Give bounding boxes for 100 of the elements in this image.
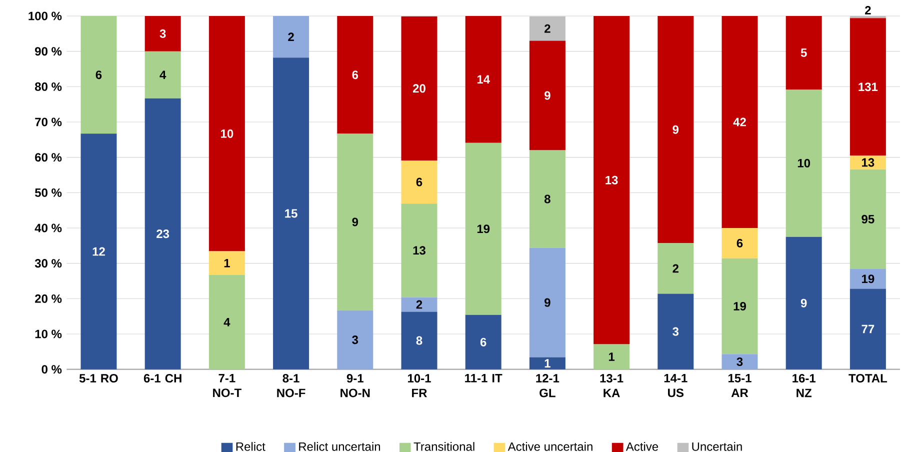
annotation: 2 xyxy=(544,24,550,33)
bar xyxy=(594,344,630,370)
bar xyxy=(465,314,502,370)
y-tick-label: 30 % xyxy=(34,259,62,268)
text: 2 xyxy=(865,6,871,14)
bar xyxy=(208,274,245,370)
annotation: 4 xyxy=(160,70,166,79)
annotation: 2 xyxy=(672,264,678,273)
bar xyxy=(658,243,694,294)
annotation: 20 xyxy=(412,84,426,93)
bar xyxy=(208,251,245,275)
annotation: 19 xyxy=(477,224,490,234)
bar xyxy=(722,354,758,370)
bar xyxy=(273,58,310,370)
bar xyxy=(337,16,374,134)
y-tick-label: 70 % xyxy=(35,118,62,126)
annotation: 9 xyxy=(544,91,550,100)
legend-label: Uncertain xyxy=(692,442,742,451)
bar xyxy=(786,89,822,237)
bar xyxy=(273,16,310,58)
x-tick-label: 13-1 KA xyxy=(600,374,624,398)
bar xyxy=(401,204,438,298)
annotation: 1 xyxy=(608,352,615,361)
bar xyxy=(465,142,502,315)
annotation: 12 xyxy=(92,247,105,256)
annotation: 15 xyxy=(285,209,298,218)
x-tick-label: 10-1 FR xyxy=(408,374,431,398)
bar xyxy=(786,16,822,90)
bar xyxy=(80,134,117,370)
annotation: 9 xyxy=(352,218,358,226)
legend-label: Transitional xyxy=(414,442,474,451)
bar xyxy=(529,357,566,370)
x-tick-label: 12-1 GL xyxy=(536,374,560,398)
bar xyxy=(850,16,886,18)
annotation: 6 xyxy=(416,178,422,186)
y-tick-label: 50 % xyxy=(34,188,62,197)
bar xyxy=(465,16,502,143)
annotation: 13 xyxy=(413,246,426,255)
annotation: 9 xyxy=(672,125,679,134)
x-tick-label: 6-1 CH xyxy=(144,374,182,383)
bar xyxy=(722,258,758,354)
annotation: 10 xyxy=(221,129,234,138)
x-tick-label: 15-1 AR xyxy=(728,374,752,397)
bar xyxy=(722,16,758,228)
bar xyxy=(850,288,886,370)
annotation: 6 xyxy=(736,238,743,248)
bar xyxy=(401,160,438,204)
bar xyxy=(80,16,117,134)
annotation: 6 xyxy=(352,70,358,80)
bar xyxy=(850,156,886,170)
bar xyxy=(401,16,438,160)
y-tick-label: 80 % xyxy=(34,82,62,91)
annotation: 131 xyxy=(858,82,878,92)
bar xyxy=(144,98,181,370)
annotation: 14 xyxy=(477,75,490,84)
annotation: 9 xyxy=(544,298,550,307)
y-tick-label: 100 % xyxy=(28,12,62,20)
annotation: 3 xyxy=(672,327,679,336)
annotation: 4 xyxy=(224,318,230,326)
annotation: 19 xyxy=(862,274,874,284)
x-tick-label: TOTAL xyxy=(848,374,888,383)
y-tick-label: 10 % xyxy=(35,330,62,338)
bar xyxy=(594,16,630,344)
legend-label: Relict xyxy=(236,442,266,451)
bar xyxy=(786,236,822,370)
annotation: 19 xyxy=(734,302,746,311)
annotation: 3 xyxy=(736,357,743,366)
y-tick-label: 40 % xyxy=(34,224,62,232)
bar xyxy=(529,248,566,358)
annotation: 6 xyxy=(96,70,102,80)
bar xyxy=(850,169,886,269)
x-tick-label: 8-1 NO-F xyxy=(277,374,306,398)
bar xyxy=(144,16,181,52)
annotation: 1 xyxy=(224,259,230,268)
y-tick-label: 0 % xyxy=(42,365,62,374)
legend-label: Active xyxy=(626,442,658,451)
bar xyxy=(529,150,566,248)
annotation: 42 xyxy=(733,118,746,126)
legend-label: Active uncertain xyxy=(508,442,592,451)
annotation: 9 xyxy=(800,298,807,308)
annotation: 1 xyxy=(544,359,550,368)
legend-label: Relict uncertain xyxy=(299,442,380,451)
annotation: 13 xyxy=(862,158,874,167)
annotation: 5 xyxy=(800,48,807,57)
annotation: 6 xyxy=(480,338,486,346)
annotation: 3 xyxy=(160,29,166,38)
bar xyxy=(850,18,886,156)
x-tick-label: 5-1 RO xyxy=(79,374,118,383)
bar xyxy=(850,268,886,289)
y-tick-label: 90 % xyxy=(35,47,62,56)
x-tick-label: 11-1 IT xyxy=(465,374,502,382)
x-tick-label: 7-1 NO-T xyxy=(213,374,242,398)
bar xyxy=(658,16,694,244)
y-tick-label: 60 % xyxy=(35,153,62,162)
annotation: 2 xyxy=(416,300,422,309)
annotation: 8 xyxy=(416,336,422,345)
annotation: 77 xyxy=(862,324,874,334)
annotation: 3 xyxy=(352,336,358,344)
bar xyxy=(337,310,374,370)
x-tick-label: 9-1 NO-N xyxy=(340,374,370,398)
